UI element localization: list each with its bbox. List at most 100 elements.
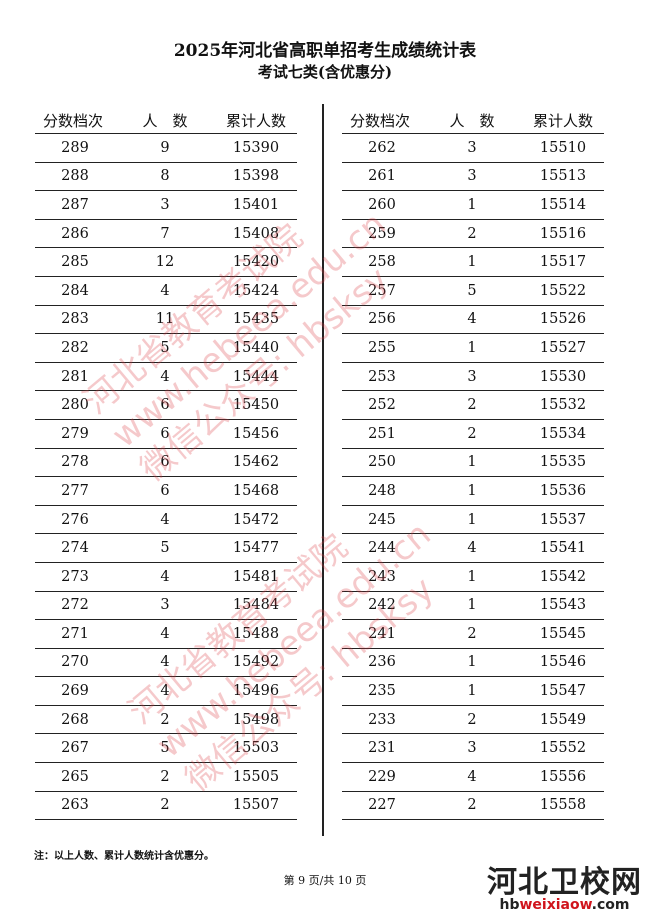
header-count: 人 数: [142, 112, 188, 130]
cumulative-cell: 15517: [539, 254, 587, 271]
score-cell: 248: [368, 482, 396, 499]
count-cell: 1: [467, 568, 477, 585]
count-cell: 6: [160, 482, 170, 499]
table-row: 241 2 15545: [342, 620, 604, 649]
table-row: 257 5 15522: [342, 277, 604, 306]
count-cell: 5: [160, 540, 170, 557]
score-cell: 274: [61, 540, 89, 557]
table-row: 248 1 15536: [342, 477, 604, 506]
score-cell: 283: [61, 311, 89, 328]
score-cell: 276: [61, 511, 89, 528]
page-indicator: 第 9 页/共 10 页: [283, 874, 367, 887]
count-cell: 6: [160, 454, 170, 471]
table-row: 259 2 15516: [342, 220, 604, 249]
score-cell: 279: [61, 425, 89, 442]
table-row: 283 11 15435: [35, 306, 297, 335]
cumulative-cell: 15542: [539, 568, 587, 585]
table-row: 269 4 15496: [35, 677, 297, 706]
score-cell: 233: [368, 711, 396, 728]
count-cell: 12: [155, 254, 175, 271]
count-cell: 3: [467, 168, 477, 185]
table-row: 236 1 15546: [342, 649, 604, 678]
score-cell: 241: [368, 625, 396, 642]
table-row: 265 2 15505: [35, 763, 297, 792]
table-row: 284 4 15424: [35, 277, 297, 306]
score-cell: 229: [368, 768, 396, 785]
score-cell: 252: [368, 397, 396, 414]
count-cell: 4: [467, 311, 477, 328]
table-row: 245 1 15537: [342, 506, 604, 535]
score-cell: 263: [61, 797, 89, 814]
score-cell: 255: [368, 339, 396, 356]
table-row: 262 3 15510: [342, 134, 604, 163]
score-cell: 282: [61, 339, 89, 356]
score-cell: 277: [61, 482, 89, 499]
table-header: 分数档次 人 数 累计人数: [35, 108, 297, 134]
count-cell: 3: [467, 368, 477, 385]
cumulative-cell: 15498: [232, 711, 280, 728]
score-cell: 258: [368, 254, 396, 271]
cumulative-cell: 15477: [232, 540, 280, 557]
column-divider: [322, 104, 324, 836]
cumulative-cell: 15526: [539, 311, 587, 328]
score-cell: 268: [61, 711, 89, 728]
header-cumulative: 累计人数: [532, 112, 593, 130]
score-cell: 260: [368, 196, 396, 213]
cumulative-cell: 15444: [232, 368, 280, 385]
cumulative-cell: 15484: [232, 597, 280, 614]
score-cell: 287: [61, 196, 89, 213]
cumulative-cell: 15390: [232, 139, 280, 156]
score-cell: 250: [368, 454, 396, 471]
cumulative-cell: 15535: [539, 454, 587, 471]
count-cell: 1: [467, 482, 477, 499]
score-cell: 243: [368, 568, 396, 585]
count-cell: 2: [467, 625, 477, 642]
table-row: 258 1 15517: [342, 248, 604, 277]
cumulative-cell: 15488: [232, 625, 280, 642]
table-row: 243 1 15542: [342, 563, 604, 592]
count-cell: 7: [160, 225, 170, 242]
score-cell: 271: [61, 625, 89, 642]
header-score: 分数档次: [350, 112, 411, 130]
cumulative-cell: 15534: [539, 425, 587, 442]
score-cell: 257: [368, 282, 396, 299]
cumulative-cell: 15537: [539, 511, 587, 528]
cumulative-cell: 15481: [232, 568, 280, 585]
table-row: 272 3 15484: [35, 592, 297, 621]
table-row: 289 9 15390: [35, 134, 297, 163]
count-cell: 2: [160, 711, 170, 728]
cumulative-cell: 15547: [539, 683, 587, 700]
cumulative-cell: 15522: [539, 282, 587, 299]
cumulative-cell: 15468: [232, 482, 280, 499]
cumulative-cell: 15496: [232, 683, 280, 700]
score-cell: 231: [368, 740, 396, 757]
score-cell: 269: [61, 683, 89, 700]
count-cell: 4: [160, 282, 170, 299]
count-cell: 1: [467, 511, 477, 528]
cumulative-cell: 15398: [232, 168, 280, 185]
score-table-right: 分数档次 人 数 累计人数 262 3 15510 261 3 15513 260 1 1551…: [342, 108, 604, 821]
table-row: 270 4 15492: [35, 649, 297, 678]
cumulative-cell: 15543: [539, 597, 587, 614]
cumulative-cell: 15408: [232, 225, 280, 242]
count-cell: 4: [160, 625, 170, 642]
table-row: 250 1 15535: [342, 449, 604, 478]
cumulative-cell: 15536: [539, 482, 587, 499]
cumulative-cell: 15556: [539, 768, 587, 785]
cumulative-cell: 15530: [539, 368, 587, 385]
count-cell: 3: [467, 740, 477, 757]
score-cell: 278: [61, 454, 89, 471]
count-cell: 3: [160, 196, 170, 213]
cumulative-cell: 15513: [539, 168, 587, 185]
score-cell: 259: [368, 225, 396, 242]
score-cell: 227: [368, 797, 396, 814]
cumulative-cell: 15516: [539, 225, 587, 242]
count-cell: 3: [467, 139, 477, 156]
header-cumulative: 累计人数: [225, 112, 286, 130]
cumulative-cell: 15503: [232, 740, 280, 757]
count-cell: 2: [467, 397, 477, 414]
cumulative-cell: 15435: [232, 311, 280, 328]
count-cell: 1: [467, 683, 477, 700]
cumulative-cell: 15424: [232, 282, 280, 299]
cumulative-cell: 15492: [232, 654, 280, 671]
